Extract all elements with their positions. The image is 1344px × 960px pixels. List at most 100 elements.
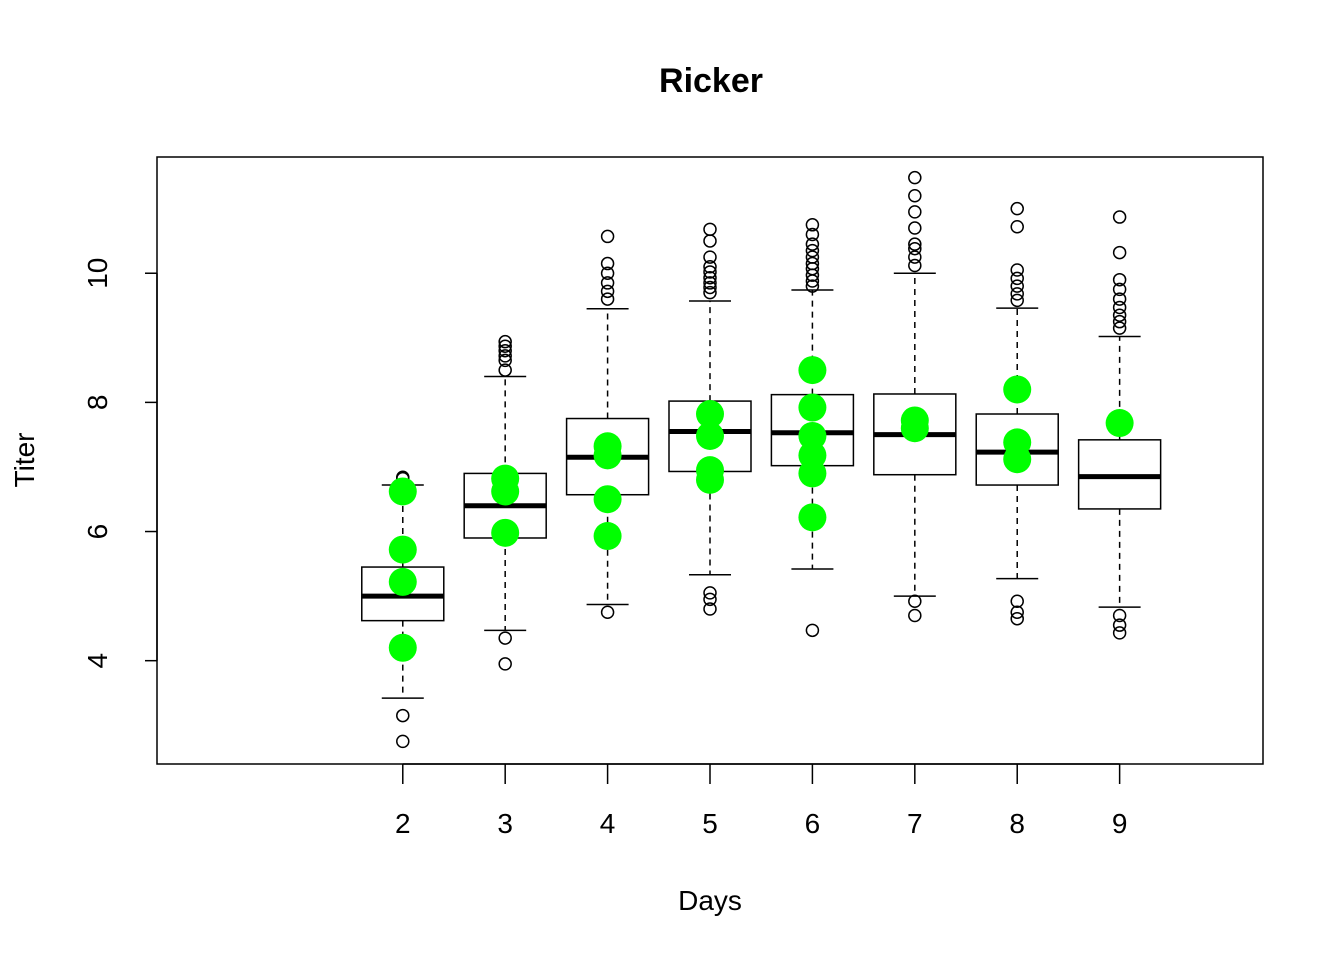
observed-point: [491, 477, 520, 506]
outlier-point: [908, 170, 922, 185]
observed-point: [696, 400, 724, 429]
outlier-point: [600, 256, 615, 271]
outlier-point: [1010, 201, 1024, 216]
outlier-point: [908, 205, 922, 219]
outlier-point: [908, 258, 922, 273]
outlier-point: [703, 265, 717, 279]
observed-point: [388, 535, 417, 564]
x-tick-label: 6: [805, 808, 821, 839]
outlier-point: [600, 276, 615, 290]
y-axis-title: Titer: [9, 433, 40, 488]
y-tick-label: 10: [82, 258, 113, 289]
outlier-point: [1010, 594, 1024, 609]
outlier-point: [908, 237, 922, 251]
outlier-point: [1010, 263, 1024, 277]
x-tick-label: 7: [907, 808, 923, 839]
x-tick-label: 9: [1112, 808, 1128, 839]
outlier-point: [1112, 608, 1127, 623]
outlier-point: [498, 339, 512, 353]
observed-point: [696, 421, 724, 450]
x-axis-title: Days: [678, 885, 742, 916]
outlier-point: [396, 708, 410, 723]
outlier-point: [703, 592, 717, 607]
observed-point: [696, 465, 724, 494]
outlier-point: [703, 276, 717, 290]
outlier-point: [396, 734, 410, 749]
outlier-point: [908, 221, 922, 235]
outlier-point: [805, 218, 820, 232]
observed-point: [798, 421, 827, 450]
y-tick-label: 8: [82, 395, 113, 411]
y-axis: 4 6 8 10: [82, 258, 158, 668]
outlier-point: [600, 229, 615, 244]
observed-point: [388, 567, 417, 596]
observed-point: [1003, 375, 1032, 404]
outlier-point: [703, 285, 717, 300]
outlier-point: [1112, 292, 1127, 306]
outlier-point: [498, 631, 512, 645]
outlier-point: [908, 241, 922, 256]
outlier-point: [1112, 245, 1127, 260]
outlier-point: [498, 343, 512, 358]
observed-point: [388, 477, 417, 506]
outlier-point: [1010, 605, 1024, 619]
x-tick-label: 2: [395, 808, 411, 839]
outlier-point: [498, 334, 512, 349]
outlier-point: [600, 266, 615, 280]
outlier-point: [498, 657, 512, 671]
outlier-point: [703, 586, 717, 600]
outlier-point: [703, 222, 717, 237]
outlier-point: [805, 227, 820, 242]
x-tick-label: 4: [600, 808, 616, 839]
outlier-point: [1112, 308, 1127, 322]
outlier-point: [703, 260, 717, 274]
outlier-point: [805, 256, 820, 271]
outlier-point: [1010, 271, 1024, 286]
x-tick-label: 5: [702, 808, 718, 839]
observed-points: [388, 356, 1134, 662]
outlier-point: [908, 608, 922, 623]
outlier-point: [908, 594, 922, 609]
outlier-point: [1112, 210, 1127, 224]
observed-point: [593, 441, 622, 470]
observed-point: [1003, 445, 1032, 474]
box-group: [565, 229, 650, 619]
outlier-point: [805, 623, 820, 638]
outlier-point: [908, 188, 922, 203]
observed-point: [798, 356, 827, 385]
outlier-point: [805, 250, 820, 264]
box-group: [1077, 210, 1162, 640]
observed-point: [491, 518, 520, 547]
outlier-point: [1112, 272, 1127, 287]
observed-point: [593, 522, 622, 551]
outlier-point: [1010, 219, 1024, 234]
x-axis: 2 3 4 5 6 7 8 9: [395, 763, 1128, 839]
x-tick-label: 3: [497, 808, 513, 839]
outlier-point: [600, 292, 615, 306]
x-tick-label: 8: [1009, 808, 1025, 839]
observed-point: [798, 459, 827, 488]
outlier-point: [1112, 314, 1127, 329]
outlier-point: [1112, 321, 1127, 335]
outlier-point: [498, 363, 512, 377]
outlier-point: [703, 250, 717, 264]
outlier-point: [1112, 300, 1127, 315]
observed-point: [798, 503, 827, 532]
outlier-point: [1010, 293, 1024, 308]
outlier-point: [600, 284, 615, 299]
observed-point: [593, 485, 622, 514]
observed-point: [388, 633, 417, 662]
outlier-point: [600, 605, 615, 619]
chart-title: Ricker: [659, 62, 763, 100]
outlier-point: [1112, 282, 1127, 297]
outlier-point: [1112, 618, 1127, 632]
outlier-point: [805, 243, 820, 258]
outlier-point: [1010, 611, 1024, 626]
observed-point: [798, 393, 827, 422]
outlier-point: [498, 349, 512, 363]
outlier-point: [1010, 287, 1024, 301]
outlier-point: [1010, 279, 1024, 293]
outlier-point: [498, 353, 512, 368]
outlier-point: [703, 271, 717, 285]
